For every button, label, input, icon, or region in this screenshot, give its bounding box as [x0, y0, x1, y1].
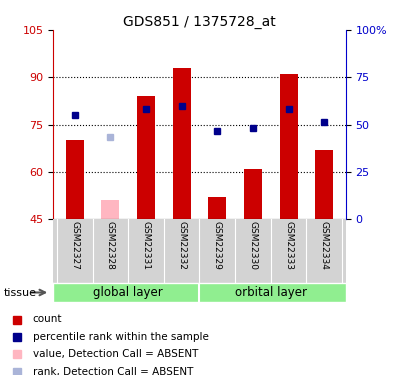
Bar [244, 169, 262, 219]
Text: count: count [32, 315, 62, 324]
Bar [102, 200, 119, 219]
Bar [315, 150, 333, 219]
Text: GSM22333: GSM22333 [284, 221, 293, 270]
Text: percentile rank within the sample: percentile rank within the sample [32, 332, 209, 342]
Text: GSM22329: GSM22329 [213, 221, 222, 270]
Text: GSM22331: GSM22331 [141, 221, 150, 270]
Text: GSM22334: GSM22334 [320, 221, 329, 270]
Bar [173, 68, 190, 219]
Text: GSM22328: GSM22328 [106, 221, 115, 270]
Text: rank, Detection Call = ABSENT: rank, Detection Call = ABSENT [32, 366, 193, 375]
Title: GDS851 / 1375728_at: GDS851 / 1375728_at [123, 15, 276, 29]
Bar [66, 141, 84, 219]
Text: GSM22332: GSM22332 [177, 221, 186, 270]
Text: GSM22330: GSM22330 [248, 221, 258, 270]
Text: GSM22327: GSM22327 [70, 221, 79, 270]
Text: value, Detection Call = ABSENT: value, Detection Call = ABSENT [32, 349, 198, 359]
Text: global layer: global layer [93, 286, 163, 299]
Bar [209, 197, 226, 219]
Bar [280, 74, 297, 219]
Bar [137, 96, 155, 219]
Text: orbital layer: orbital layer [235, 286, 307, 299]
Text: tissue: tissue [4, 288, 37, 298]
